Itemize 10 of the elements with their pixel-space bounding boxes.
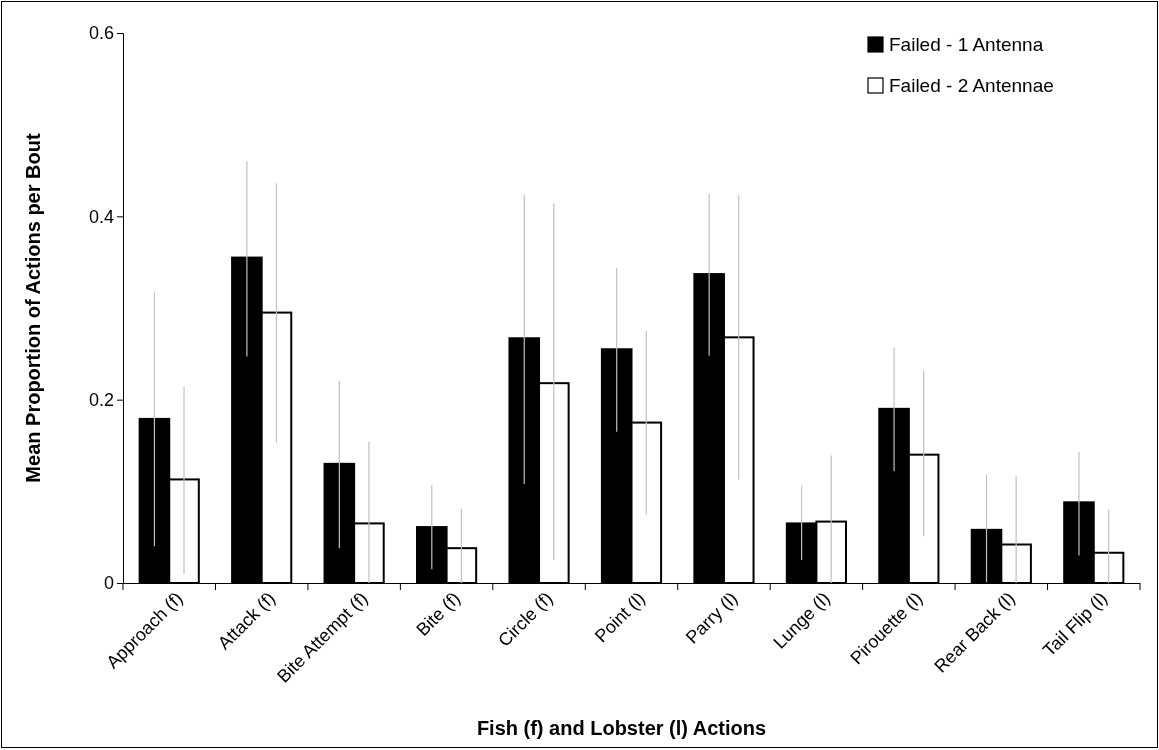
legend-label: Failed - 2 Antennae [889,75,1054,96]
y-tick-label: 0.2 [88,389,114,410]
x-tick-label: Bite (f) [412,588,464,640]
x-tick-label: Tail Flip (l) [1039,588,1112,661]
legend-label: Failed - 1 Antenna [889,34,1044,55]
y-tick-label: 0.6 [88,23,114,44]
y-tick-label: 0.4 [88,206,114,227]
x-axis-title: Fish (f) and Lobster (l) Actions [476,717,767,739]
y-tick-label: 0 [103,573,114,594]
y-axis-title: Mean Proportion of Actions per Bout [22,133,44,483]
